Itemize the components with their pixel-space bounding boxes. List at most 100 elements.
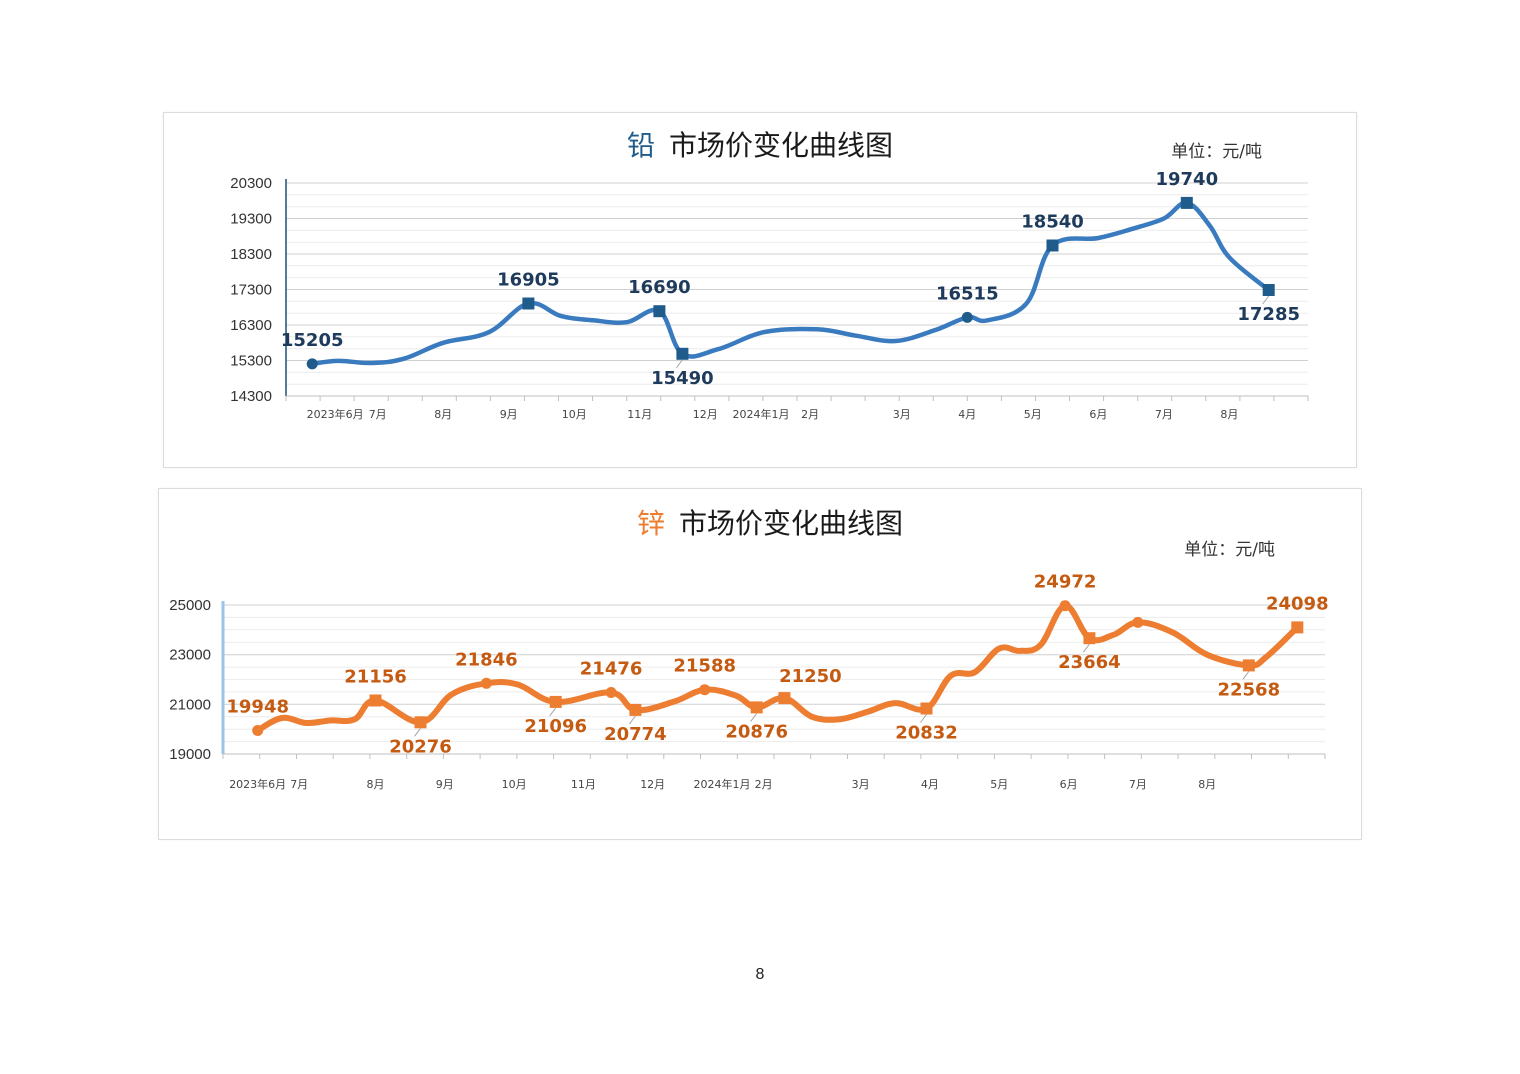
chart-title: 锌市场价变化曲线图 <box>637 507 903 540</box>
y-tick-label: 14300 <box>230 388 272 405</box>
lead-chart-svg: 铅市场价变化曲线图 单位：元/吨 20300 19300 18300 17300 16300… <box>230 129 1309 421</box>
data-label: 20774 <box>604 724 667 745</box>
x-tick-label: 7月 <box>1129 778 1147 791</box>
chart-title: 铅市场价变化曲线图 <box>627 129 893 162</box>
x-tick-label: 2023年6月 <box>229 777 286 791</box>
y-tick-label: 19300 <box>230 211 272 228</box>
data-point-marker <box>1083 632 1096 645</box>
data-point-marker <box>414 716 427 729</box>
leader-line <box>750 713 758 722</box>
leader-line <box>414 728 421 737</box>
data-label: 15205 <box>281 330 344 351</box>
data-point-marker <box>699 684 711 696</box>
x-tick-label: 6月 <box>1060 778 1078 791</box>
data-label: 21476 <box>580 659 643 680</box>
data-label: 21588 <box>673 656 736 677</box>
data-point-marker <box>1132 616 1144 628</box>
data-label: 15490 <box>651 368 714 389</box>
data-label: 20832 <box>895 723 958 744</box>
leader-line <box>920 714 927 723</box>
leader-line <box>1083 643 1090 653</box>
leader-line <box>1242 671 1250 680</box>
unit-label: 单位：元/吨 <box>1184 540 1275 560</box>
data-label: 24098 <box>1266 593 1329 614</box>
data-label: 21250 <box>779 666 842 687</box>
data-point-marker <box>676 347 689 360</box>
data-label: 21096 <box>524 716 587 737</box>
y-tick-label: 20300 <box>230 175 272 192</box>
data-label: 19948 <box>226 697 289 718</box>
data-point-marker <box>778 692 791 705</box>
leader-line <box>676 359 683 369</box>
data-point-marker <box>1291 621 1304 634</box>
x-tick-label: 8月 <box>1220 408 1238 421</box>
data-point-marker <box>549 695 562 708</box>
y-tick-label: 25000 <box>169 597 211 614</box>
y-tick-label: 16300 <box>230 317 272 334</box>
zinc-price-chart: 锌市场价变化曲线图单位：元/吨 25000 23000 21000 19000 2023年… <box>158 488 1362 840</box>
data-label: 21846 <box>455 649 518 670</box>
lead-price-chart: 铅市场价变化曲线图 单位：元/吨 20300 19300 18300 17300 16300… <box>163 112 1357 468</box>
x-tick-label: 12月 <box>693 408 718 421</box>
leader-line <box>628 715 636 725</box>
x-tick-label: 10月 <box>562 408 587 421</box>
data-point-marker <box>653 305 666 318</box>
x-tick-label: 5月 <box>990 778 1008 791</box>
title-metal: 锌 <box>637 507 665 540</box>
x-tick-label: 11月 <box>571 778 596 791</box>
page-number: 8 <box>755 966 765 983</box>
x-tick-label: 2月 <box>755 778 773 791</box>
data-label: 22568 <box>1217 679 1280 700</box>
x-tick-label: 2023年6月 <box>307 407 364 421</box>
x-tick-label: 8月 <box>1198 778 1216 791</box>
y-tick-label: 19000 <box>169 746 211 763</box>
x-tick-label: 8月 <box>434 408 452 421</box>
x-tick-label: 9月 <box>500 408 518 421</box>
zinc-chart-svg: 锌市场价变化曲线图单位：元/吨 25000 23000 21000 19000 2023年… <box>169 507 1329 791</box>
data-point-marker <box>1180 196 1193 209</box>
data-point-marker <box>605 687 617 698</box>
y-tick-label: 21000 <box>169 696 211 713</box>
x-tick-label: 11月 <box>627 408 652 421</box>
data-point-marker <box>1059 600 1071 612</box>
data-label: 21156 <box>344 667 407 688</box>
x-tick-label: 3月 <box>852 778 870 791</box>
data-point-marker <box>252 725 264 736</box>
data-point-marker <box>1242 659 1255 672</box>
x-tick-label: 3月 <box>893 408 911 421</box>
x-tick-label: 2月 <box>801 408 819 421</box>
x-tick-label: 7月 <box>1155 408 1173 421</box>
x-tick-label: 8月 <box>367 778 385 791</box>
x-tick-label: 4月 <box>921 778 939 791</box>
unit-label: 单位：元/吨 <box>1171 142 1262 162</box>
data-point-marker <box>480 677 492 689</box>
leader-line <box>549 707 557 717</box>
y-tick-label: 18300 <box>230 246 272 263</box>
y-tick-label: 23000 <box>169 647 211 664</box>
x-tick-label: 10月 <box>502 778 527 791</box>
x-tick-label: 2024年1月 <box>694 777 751 791</box>
title-rest: 市场价变化曲线图 <box>669 129 893 162</box>
data-label: 24972 <box>1034 572 1097 593</box>
data-point-marker <box>750 701 763 714</box>
data-point-marker <box>1262 284 1275 296</box>
data-label: 16905 <box>497 270 560 291</box>
data-point-marker <box>629 703 642 716</box>
data-label: 23664 <box>1058 652 1121 673</box>
x-tick-label: 7月 <box>290 778 308 791</box>
title-metal: 铅 <box>627 129 655 162</box>
y-tick-label: 17300 <box>230 282 272 299</box>
y-tick-label: 15300 <box>230 353 272 370</box>
data-point-marker <box>1046 239 1059 252</box>
data-label: 16690 <box>628 277 691 298</box>
data-point-marker <box>306 358 318 370</box>
data-label: 18540 <box>1021 212 1084 233</box>
data-label: 17285 <box>1237 304 1300 325</box>
data-point-marker <box>522 297 535 310</box>
data-point-marker <box>961 311 973 323</box>
x-tick-label: 7月 <box>369 408 387 421</box>
data-label: 20276 <box>389 736 452 757</box>
data-point-marker <box>369 694 382 707</box>
x-tick-label: 4月 <box>958 408 976 421</box>
data-label: 20876 <box>725 721 788 742</box>
